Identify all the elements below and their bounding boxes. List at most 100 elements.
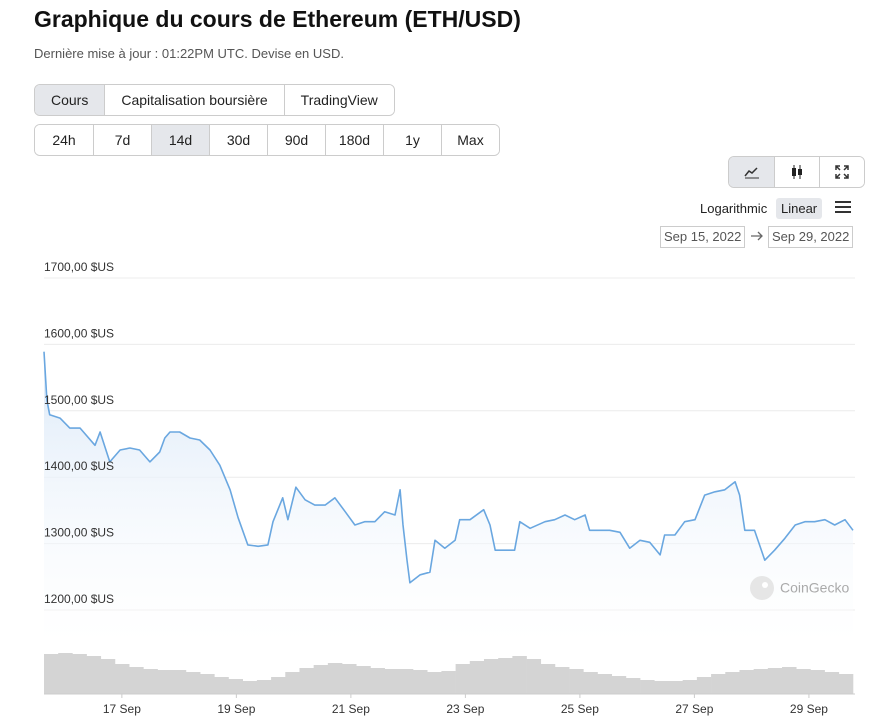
volume-bar bbox=[441, 671, 456, 694]
volume-bar bbox=[299, 668, 314, 694]
watermark: CoinGecko bbox=[780, 580, 849, 596]
volume-bar bbox=[569, 669, 584, 694]
price-area bbox=[44, 351, 853, 644]
volume-bar bbox=[384, 669, 400, 694]
volume-bar bbox=[228, 679, 244, 694]
date-to[interactable]: Sep 29, 2022 bbox=[768, 226, 854, 248]
volume-bar bbox=[526, 659, 542, 694]
y-tick-label: 1600,00 $US bbox=[44, 326, 114, 340]
volume-bar bbox=[86, 656, 102, 694]
range-button[interactable]: 24h bbox=[35, 125, 93, 155]
x-tick-label: 21 Sep bbox=[332, 702, 370, 716]
volume-bar bbox=[611, 676, 627, 694]
volume-bar bbox=[838, 674, 854, 694]
y-tick-label: 1300,00 $US bbox=[44, 526, 114, 540]
volume-bar bbox=[313, 665, 329, 694]
volume-bar bbox=[143, 669, 158, 694]
volume-bar bbox=[625, 678, 641, 694]
volume-bar bbox=[654, 681, 669, 694]
y-tick-label: 1400,00 $US bbox=[44, 459, 114, 473]
volume-bar bbox=[271, 677, 286, 694]
range-button[interactable]: 180d bbox=[325, 125, 383, 155]
volume-bar bbox=[696, 677, 712, 694]
range-button[interactable]: Max bbox=[441, 125, 499, 155]
line-chart-button[interactable] bbox=[729, 157, 774, 187]
volume-bar bbox=[256, 680, 272, 694]
volume-bar bbox=[597, 674, 613, 694]
volume-bar bbox=[725, 672, 740, 694]
volume-bar bbox=[157, 670, 173, 694]
tab-button[interactable]: Cours bbox=[35, 85, 105, 115]
volume-bar bbox=[356, 666, 371, 694]
volume-bar bbox=[114, 664, 130, 694]
range-button[interactable]: 1y bbox=[383, 125, 441, 155]
volume-bar bbox=[469, 661, 485, 694]
volume-bar bbox=[668, 681, 683, 694]
tab-button[interactable]: TradingView bbox=[283, 85, 394, 115]
volume-bar bbox=[342, 664, 357, 694]
fullscreen-button[interactable] bbox=[819, 157, 864, 187]
subtitle: Dernière mise à jour : 01:22PM UTC. Devi… bbox=[34, 46, 344, 61]
x-tick-label: 29 Sep bbox=[790, 702, 828, 716]
volume-bar bbox=[285, 672, 300, 694]
scale-option[interactable]: Logarithmic bbox=[700, 201, 768, 216]
date-from[interactable]: Sep 15, 2022 bbox=[660, 226, 746, 248]
tab-button[interactable]: Capitalisation boursière bbox=[104, 85, 284, 115]
menu-button[interactable] bbox=[834, 200, 852, 214]
volume-bar bbox=[753, 669, 769, 694]
date-arrow bbox=[751, 231, 763, 241]
price-line bbox=[43, 351, 854, 584]
y-tick-label: 1200,00 $US bbox=[44, 592, 114, 606]
volume-bar bbox=[824, 672, 840, 694]
candle-chart-button[interactable] bbox=[774, 157, 819, 187]
volume-bar bbox=[554, 667, 570, 694]
volume-bar bbox=[44, 654, 59, 694]
volume-bar bbox=[810, 670, 825, 694]
range-button[interactable]: 30d bbox=[209, 125, 267, 155]
volume-bar bbox=[327, 663, 343, 694]
chart-type-group bbox=[728, 156, 865, 188]
volume-bar bbox=[58, 653, 73, 694]
volume-bar bbox=[796, 669, 811, 694]
x-tick-label: 17 Sep bbox=[103, 702, 141, 716]
title: Graphique du cours de Ethereum (ETH/USD) bbox=[34, 6, 521, 32]
volume-bar bbox=[540, 664, 556, 694]
range-group: 24h 7d 14d 30d 90d 180d 1y Max bbox=[34, 124, 500, 156]
volume-bar bbox=[583, 672, 598, 694]
volume-bar bbox=[242, 681, 258, 694]
volume-bar bbox=[767, 668, 783, 694]
y-tick-label: 1700,00 $US bbox=[44, 260, 114, 274]
volume-bar bbox=[214, 677, 229, 694]
volume-bar bbox=[682, 680, 698, 694]
volume-bar bbox=[483, 659, 499, 694]
range-button[interactable]: 7d bbox=[93, 125, 151, 155]
volume-bar bbox=[640, 680, 655, 694]
volume-bar bbox=[398, 669, 414, 694]
range-button[interactable]: 14d bbox=[151, 125, 209, 155]
volume-bar bbox=[72, 654, 87, 694]
tab-group: Cours Capitalisation boursière TradingView bbox=[34, 84, 395, 116]
x-tick-label: 25 Sep bbox=[561, 702, 599, 716]
volume-bar bbox=[129, 667, 144, 694]
volume-bar bbox=[427, 672, 442, 694]
volume-bar bbox=[512, 656, 527, 694]
volume-bar bbox=[455, 664, 471, 694]
volume-bar bbox=[171, 670, 187, 694]
volume-bar bbox=[413, 670, 428, 694]
watermark-logo bbox=[750, 576, 774, 600]
y-tick-label: 1500,00 $US bbox=[44, 393, 114, 407]
volume-bar bbox=[185, 672, 201, 694]
volume-bar bbox=[782, 667, 797, 694]
volume-bar bbox=[739, 670, 754, 694]
x-tick-label: 19 Sep bbox=[217, 702, 255, 716]
volume-bar bbox=[498, 658, 513, 694]
volume-bar bbox=[711, 674, 726, 694]
volume-bar bbox=[370, 668, 385, 694]
volume-bar bbox=[200, 674, 215, 694]
x-tick-label: 23 Sep bbox=[446, 702, 484, 716]
x-tick-label: 27 Sep bbox=[675, 702, 713, 716]
scale-option[interactable]: Linear bbox=[776, 198, 823, 219]
range-button[interactable]: 90d bbox=[267, 125, 325, 155]
